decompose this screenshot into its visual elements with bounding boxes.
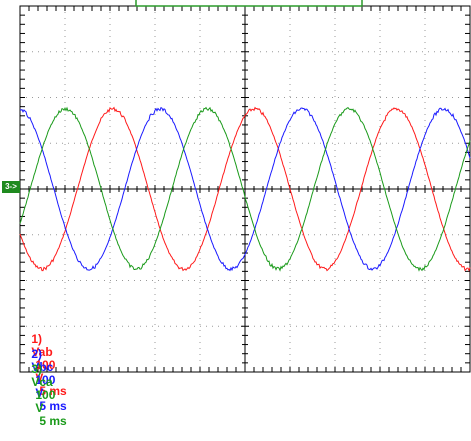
waveform-traces bbox=[19, 106, 471, 272]
trace-vab bbox=[19, 106, 471, 272]
channel-3-unit: V bbox=[35, 401, 44, 415]
channel-3-name: Vca bbox=[31, 375, 53, 389]
oscilloscope-screen: 3-> 1) Vab 100 V 5 ms 2) Vbc 100 V 5 ms … bbox=[0, 0, 471, 428]
channel-3-prefix: 3) bbox=[31, 362, 43, 376]
channel-3-time: 5 ms bbox=[39, 414, 67, 428]
scope-display bbox=[19, 0, 471, 373]
channel-2-name: Vbc bbox=[31, 360, 54, 374]
trigger-indicator-box bbox=[135, 0, 363, 7]
channel-1-scale: 100 bbox=[35, 358, 56, 372]
channel-1-name: Vab bbox=[31, 345, 53, 359]
channel-1-prefix: 1) bbox=[31, 332, 43, 346]
channel-2-prefix: 2) bbox=[31, 347, 43, 361]
trace-vbc bbox=[19, 106, 471, 272]
channel-3-label: 3) Vca 100 V 5 ms bbox=[18, 350, 67, 441]
channel-3-ground-marker: 3-> bbox=[2, 181, 20, 193]
trace-vca bbox=[19, 106, 471, 272]
graticule-grid bbox=[19, 5, 471, 373]
channel-3-scale: 100 bbox=[35, 388, 56, 402]
